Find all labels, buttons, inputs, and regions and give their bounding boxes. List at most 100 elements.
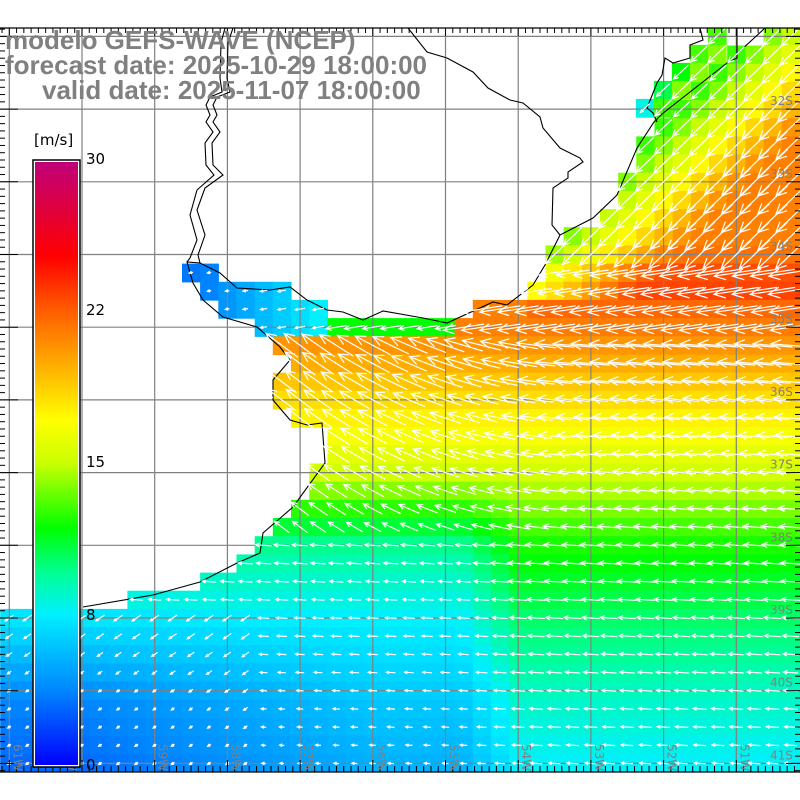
wind-arrow (590, 394, 627, 404)
wind-arrow (133, 707, 139, 711)
wind-arrow (663, 394, 700, 404)
wind-arrow (409, 373, 445, 389)
wind-arrow (524, 560, 547, 567)
wind-arrow (190, 780, 193, 783)
wind-arrow (753, 376, 791, 386)
wind-arrow (579, 578, 601, 585)
wind-arrow (422, 743, 431, 748)
wind-arrow (400, 579, 417, 584)
wind-arrow (532, 323, 576, 335)
wind-speed-cell (418, 773, 437, 792)
wind-arrow (618, 688, 635, 693)
wind-arrow (536, 412, 572, 422)
wind-arrow (516, 357, 556, 368)
wind-arrow (401, 615, 416, 620)
wind-arrow (591, 412, 626, 422)
wind-arrow (701, 449, 734, 459)
wind-arrow (259, 325, 268, 330)
wind-arrow (417, 542, 436, 548)
wind-arrow (571, 376, 610, 386)
wind-arrow (95, 633, 105, 640)
wind-arrow (205, 289, 212, 293)
wind-arrow (322, 445, 350, 464)
wind-arrow (710, 742, 725, 748)
wind-arrow (332, 743, 340, 748)
wind-arrow (761, 578, 783, 585)
wind-arrow (563, 633, 582, 639)
wind-arrow (673, 724, 689, 729)
wind-arrow (133, 725, 139, 729)
wind-arrow (592, 431, 625, 441)
wind-arrow (285, 388, 315, 411)
wind-arrow (523, 523, 548, 530)
wind-arrow (637, 706, 653, 711)
wind-arrow (427, 392, 462, 406)
wind-speed-cell (309, 773, 328, 792)
wind-arrow (6, 725, 12, 729)
wind-arrow (22, 633, 32, 640)
wind-arrow (507, 578, 528, 585)
wind-arrow (773, 412, 800, 422)
wind-arrow (328, 597, 343, 602)
wind-arrow (327, 521, 345, 533)
wind-arrow (610, 449, 643, 459)
wind-arrow (519, 430, 553, 440)
wind-arrow (361, 325, 383, 331)
wind-arrow (689, 615, 709, 621)
wind-arrow (546, 706, 562, 711)
wind-arrow (687, 523, 712, 531)
wind-arrow (597, 560, 620, 567)
wind-arrow (428, 411, 462, 424)
wind-arrow (472, 578, 490, 584)
wind-speed-cell (127, 773, 146, 792)
wind-arrow (415, 325, 438, 331)
wind-arrow (364, 560, 381, 566)
wind-speed-cell (218, 773, 237, 792)
wind-speed-cell (164, 773, 183, 792)
wind-arrow (582, 669, 599, 675)
wind-arrow (564, 688, 580, 693)
wind-arrow (242, 761, 248, 766)
wind-arrow (274, 597, 289, 602)
wind-arrow (257, 634, 269, 638)
wind-arrow (485, 485, 513, 495)
wind-arrow (653, 596, 673, 603)
wind-arrow (356, 409, 388, 427)
wind-arrow (392, 392, 426, 408)
wind-arrow (115, 761, 121, 766)
wind-arrow (677, 305, 722, 317)
wind-arrow (620, 761, 634, 766)
wind-arrow (359, 465, 386, 480)
wind-arrow (669, 541, 693, 549)
wind-arrow (399, 542, 418, 548)
wind-arrow (128, 597, 143, 602)
wind-arrow (773, 431, 800, 441)
wind-arrow (760, 541, 784, 549)
wind-arrow (329, 634, 342, 638)
wind-arrow (509, 688, 526, 693)
wind-arrow (682, 431, 716, 441)
wind-arrow (219, 597, 234, 602)
wind-arrow (547, 742, 561, 748)
wind-arrow (283, 351, 316, 376)
wind-arrow (437, 597, 452, 602)
wind-arrow (205, 688, 212, 693)
wind-arrow (478, 780, 486, 783)
wind-arrow (403, 688, 414, 693)
wind-arrow (276, 652, 287, 657)
wind-arrow (272, 542, 291, 548)
wind-arrow (781, 669, 799, 675)
wind-arrow (603, 780, 615, 783)
wind-arrow (397, 503, 420, 514)
wind-arrow (707, 578, 728, 585)
wind-arrow (367, 706, 377, 711)
wind-arrow (617, 172, 637, 192)
wind-arrow (498, 375, 537, 386)
wind-arrow (557, 468, 587, 477)
wind-arrow (637, 742, 652, 748)
wind-arrow (568, 305, 613, 317)
wind-arrow (219, 579, 235, 584)
wind-arrow (688, 62, 709, 82)
wind-arrow (575, 468, 606, 477)
wind-arrow (455, 579, 471, 584)
